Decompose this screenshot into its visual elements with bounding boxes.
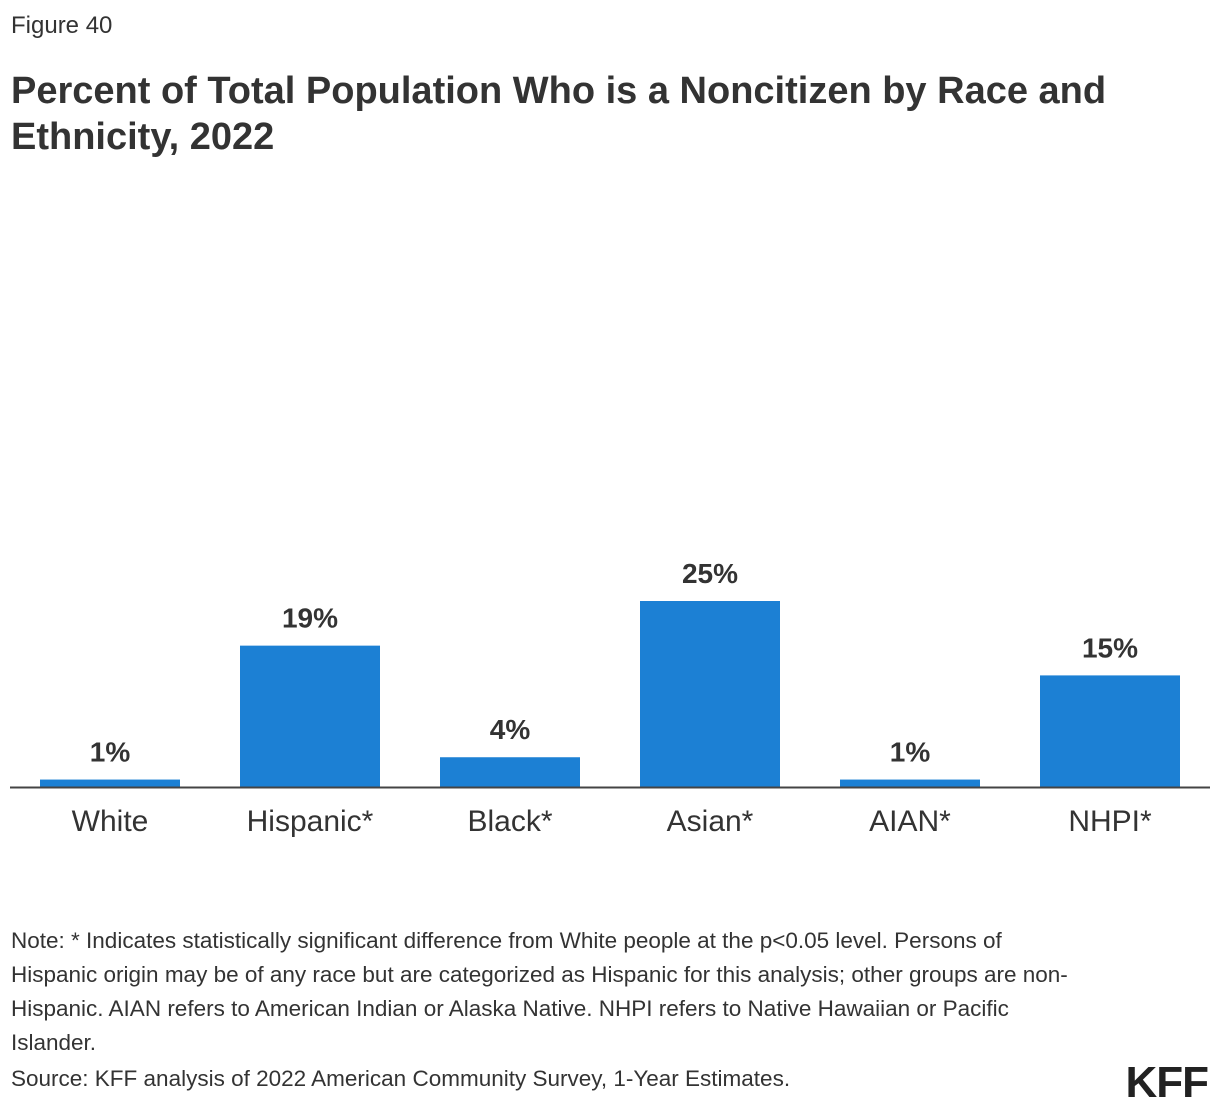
chart-title: Percent of Total Population Who is a Non… (11, 70, 1107, 158)
data-label: 19% (282, 603, 338, 634)
category-label: AIAN* (869, 805, 951, 838)
bar-chart: 1% White 19% Hispanic* 4% Black* 25% Asian* 1% AI… (10, 558, 1210, 838)
category-label: Hispanic* (247, 805, 374, 838)
category-label: Asian* (667, 805, 754, 838)
bar (640, 601, 780, 787)
data-label: 1% (90, 737, 131, 768)
data-label: 1% (890, 737, 931, 768)
chart-source: Source: KFF analysis of 2022 American Co… (11, 1066, 791, 1091)
data-label: 15% (1082, 632, 1138, 663)
data-label: 25% (682, 558, 738, 589)
kff-logo: KFF (1125, 1058, 1209, 1107)
bar (1040, 675, 1180, 787)
bar (840, 779, 980, 787)
bar (240, 645, 380, 787)
chart-notes: Note: * Indicates statistically signific… (11, 928, 1068, 1055)
category-label: White (72, 805, 149, 838)
category-label: Black* (467, 805, 552, 838)
category-label: NHPI* (1068, 805, 1152, 838)
bar (440, 757, 580, 787)
data-label: 4% (490, 714, 531, 745)
bar (40, 779, 180, 787)
figure-label: Figure 40 (11, 12, 113, 39)
